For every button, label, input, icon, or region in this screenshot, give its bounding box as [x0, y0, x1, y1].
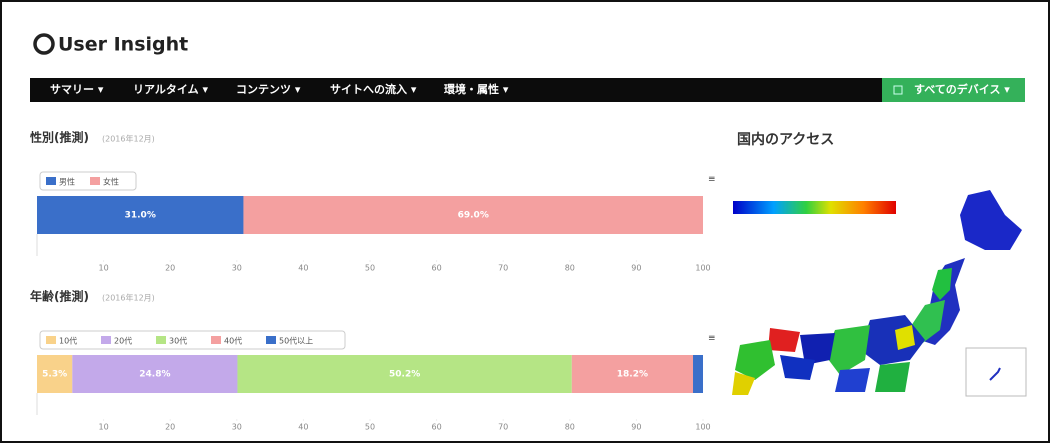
legend-label: 20代 [114, 336, 132, 346]
nav-item[interactable]: 環境・属性 ▾ [444, 82, 509, 96]
legend-swatch [101, 336, 111, 344]
x-tick-label: 90 [631, 423, 641, 432]
legend-label: 30代 [169, 336, 187, 346]
legend-label: 男性 [59, 177, 75, 187]
legend-swatch [46, 336, 56, 344]
value-label: 18.2% [617, 370, 648, 380]
legend-label: 女性 [103, 177, 119, 187]
region [768, 328, 800, 352]
bar-segment [571, 355, 694, 393]
color-scale [733, 201, 896, 214]
device-label[interactable]: すべてのデバイス ▾ [914, 82, 1010, 96]
legend-label: 40代 [224, 336, 242, 346]
region [800, 333, 835, 365]
region [875, 362, 910, 392]
x-tick-label: 60 [432, 264, 442, 273]
x-tick-label: 40 [298, 264, 308, 273]
region [960, 190, 1022, 250]
region [735, 340, 775, 380]
nav-item[interactable]: リアルタイム ▾ [133, 83, 208, 96]
x-tick-label: 40 [298, 423, 308, 432]
x-tick-label: 80 [565, 423, 575, 432]
x-tick-label: 20 [165, 264, 175, 273]
value-label: 5.3% [42, 370, 67, 380]
okinawa [989, 367, 1001, 381]
legend-label: 50代以上 [279, 336, 313, 346]
legend-swatch [46, 177, 56, 185]
nav-item[interactable]: サマリー ▾ [50, 83, 104, 96]
nav-item[interactable]: サイトへの流入 ▾ [330, 82, 417, 96]
x-tick-label: 30 [232, 423, 242, 432]
x-tick-label: 10 [99, 264, 109, 273]
map-title: 国内のアクセス [737, 131, 834, 148]
x-tick-label: 20 [165, 423, 175, 432]
legend-swatch [211, 336, 221, 344]
device-button[interactable] [882, 78, 1025, 102]
x-tick-label: 100 [695, 423, 710, 432]
region [825, 325, 870, 375]
logo-icon [33, 33, 55, 55]
legend-swatch [266, 336, 276, 344]
bar-segment [693, 355, 703, 393]
menu-icon: ≡ [708, 175, 716, 185]
okinawa-inset [965, 347, 1027, 397]
x-tick-label: 60 [432, 423, 442, 432]
x-tick-label: 100 [695, 264, 710, 273]
x-tick-label: 30 [232, 264, 242, 273]
bar-segment [243, 196, 703, 234]
chart-title: 年齢(推測) [30, 289, 89, 304]
x-tick-label: 70 [498, 264, 508, 273]
x-tick-label: 90 [631, 264, 641, 273]
region [932, 268, 952, 300]
device-icon [893, 85, 903, 95]
nav-bar [30, 78, 1025, 102]
chart-subtitle: (2016年12月) [102, 134, 155, 144]
x-tick-label: 80 [565, 264, 575, 273]
x-tick-label: 70 [498, 423, 508, 432]
logo: User Insight [33, 33, 188, 56]
value-label: 31.0% [125, 211, 156, 221]
legend-label: 10代 [59, 336, 77, 346]
menu-icon: ≡ [708, 334, 716, 344]
value-label: 69.0% [458, 211, 489, 221]
region [732, 372, 755, 395]
bar-segment [37, 355, 73, 393]
chart-title: 性別(推測) [29, 130, 89, 145]
legend-swatch [90, 177, 100, 185]
x-tick-label: 50 [365, 423, 375, 432]
value-label: 24.8% [139, 370, 170, 380]
bar-segment [37, 196, 244, 234]
legend-box [39, 330, 346, 350]
bar-segment [72, 355, 238, 393]
x-tick-label: 10 [99, 423, 109, 432]
x-tick-label: 50 [365, 264, 375, 273]
region [780, 355, 815, 380]
legend-swatch [156, 336, 166, 344]
nav-item[interactable]: コンテンツ ▾ [236, 83, 301, 96]
legend-box [39, 171, 137, 191]
value-label: 50.2% [389, 370, 420, 380]
chart-subtitle: (2016年12月) [102, 293, 155, 303]
logo-text: User Insight [58, 34, 188, 56]
region [835, 368, 870, 392]
japan-map [732, 190, 1022, 395]
region [895, 325, 915, 350]
bar-segment [237, 355, 572, 393]
